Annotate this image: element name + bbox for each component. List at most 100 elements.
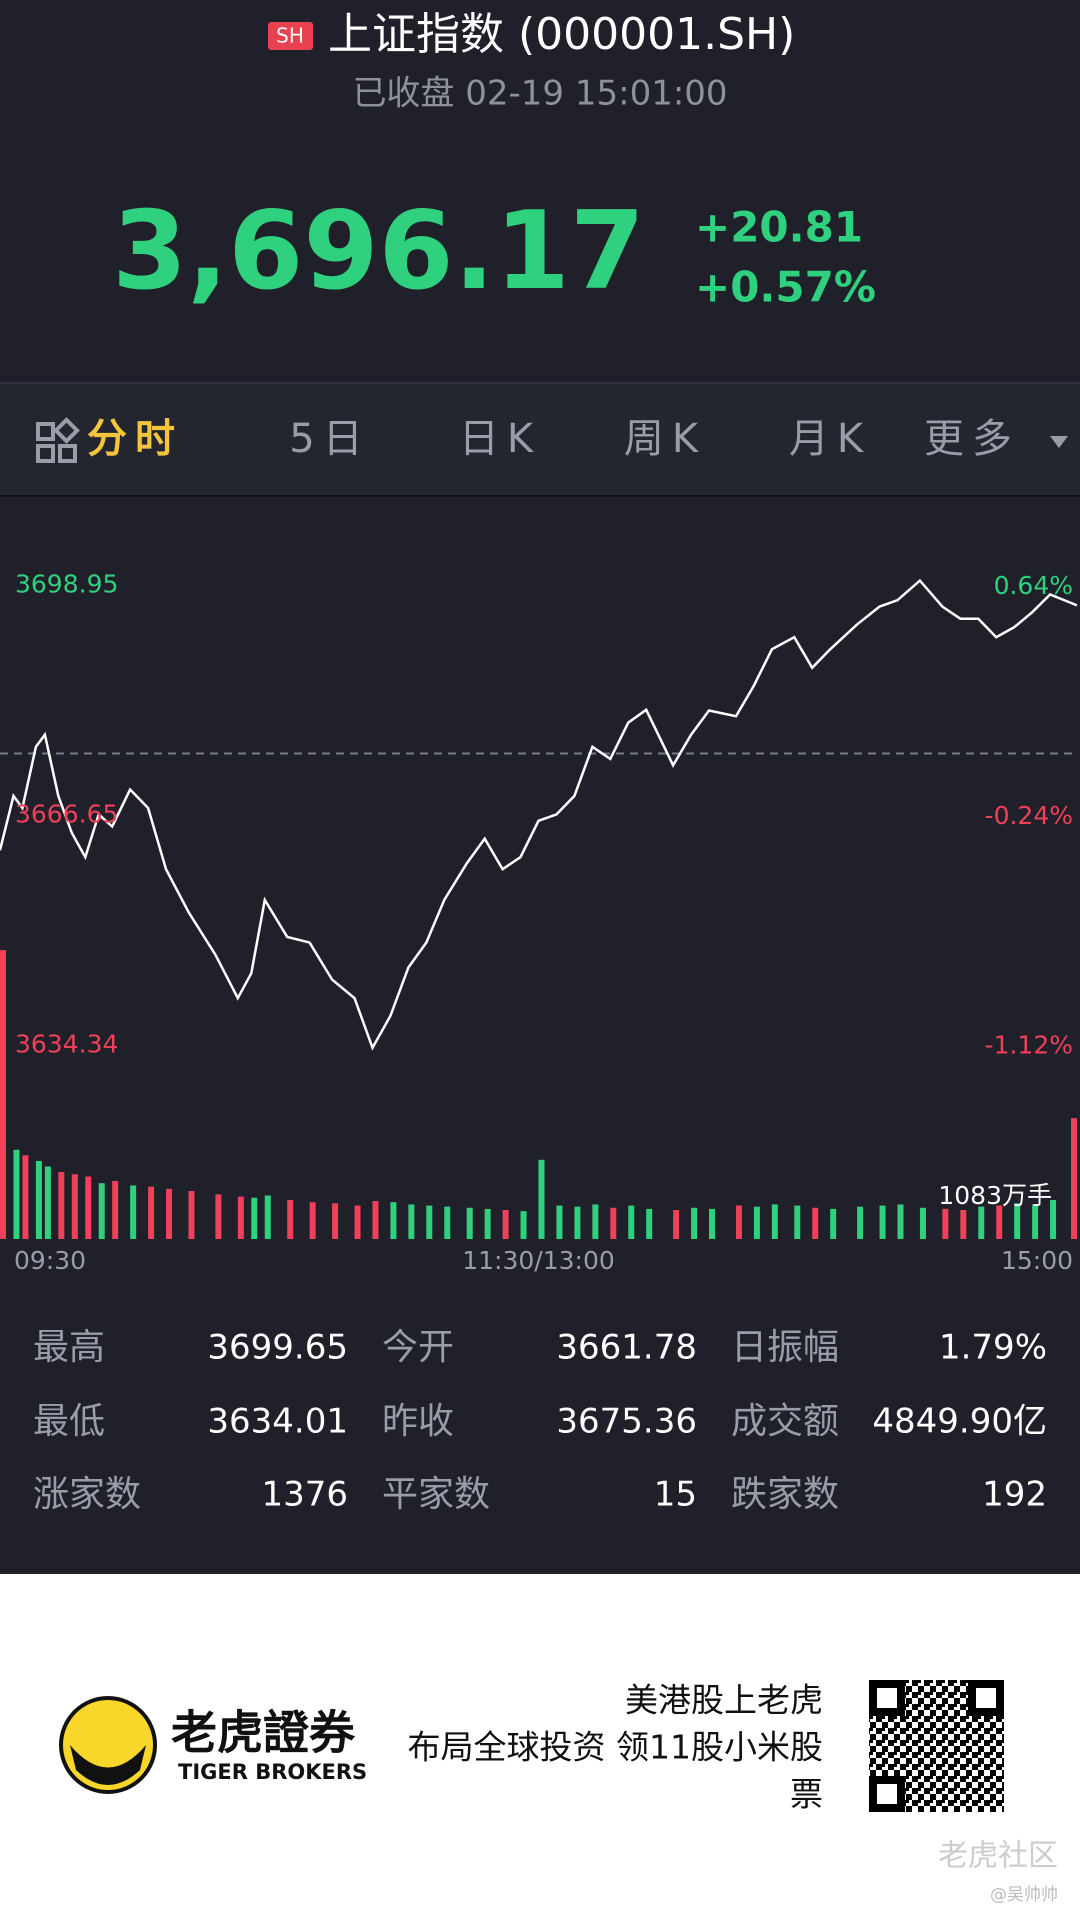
stat-label: 涨家数 [33,1474,141,1515]
tab-bar [0,384,1080,496]
volume-bar [148,1186,155,1239]
subtitle: 已收盘 02-19 15:01:00 [352,74,727,114]
stat-value: 3634.01 [207,1402,348,1442]
tab[interactable]: 周K [624,416,706,462]
title: 上证指数 (000001.SH) [328,9,795,60]
volume-bar [98,1183,105,1239]
volume-bar [130,1185,137,1239]
dark-bg [0,0,1080,1574]
stat-value: 15 [654,1475,697,1515]
volume-bar [502,1210,509,1239]
tab[interactable]: 更多 [924,416,1020,462]
volume-bar [812,1207,819,1239]
y2-tick-label: -1.12% [985,1031,1073,1060]
stat-label: 最低 [33,1401,105,1442]
grid-icon[interactable] [36,417,80,463]
price: 3,696.17 [112,189,645,314]
tab[interactable]: 5日 [289,416,370,462]
volume-bar [1050,1199,1057,1239]
brand-en: TIGER BROKERS [178,1760,367,1784]
volume-bar [372,1201,379,1239]
volume-label: 1083万手 [938,1181,1052,1210]
volume-bar [879,1205,886,1239]
volume-bar [287,1199,294,1239]
logo-mark [70,1745,146,1785]
stat-value: 1376 [261,1475,348,1515]
price-line [0,578,1078,1051]
volume-bar [44,1166,51,1239]
volume-bar [794,1205,801,1239]
volume-bar [0,950,6,1239]
badge [268,22,313,50]
volume-bar [1014,1203,1021,1239]
volume-bar [264,1195,271,1239]
volume-bar [942,1208,949,1239]
volume-bar [35,1160,42,1239]
volume-bar [753,1206,760,1239]
qr-finders [869,1680,1004,1812]
volume-bar [771,1204,778,1239]
volume-bar [444,1206,451,1239]
author: @吴帅帅 [990,1885,1058,1905]
stat-value: 192 [982,1475,1047,1515]
volume-bar [85,1176,92,1239]
volume-bar [484,1208,491,1239]
stat-label: 昨收 [382,1401,454,1442]
volume-bar [673,1210,680,1239]
x-tick-label: 11:30/13:00 [462,1246,615,1275]
volume-bar [466,1207,473,1239]
volume-bar [188,1191,195,1239]
volume-bar [574,1206,581,1239]
change: +20.81 [695,203,863,252]
tab[interactable]: 日K [459,416,541,462]
change-pct: +0.57% [695,263,876,312]
ad-line: 票 [790,1775,823,1814]
volume-bar [646,1208,653,1239]
y-tick-label: 3666.65 [15,800,118,829]
stat-value: 3661.78 [556,1328,697,1368]
volume-bar [610,1207,617,1239]
volume-bar [237,1196,244,1239]
volume-bar [628,1205,635,1239]
stat-value: 4849.90亿 [872,1402,1047,1442]
volume-bar [978,1206,985,1239]
volume-bar [735,1205,742,1239]
volume-bar [830,1208,837,1239]
stat-label: 平家数 [382,1474,490,1515]
y2-tick-label: -0.24% [985,801,1073,830]
y-tick-label: 3634.34 [15,1029,118,1058]
dropdown-arrow[interactable] [1050,436,1068,448]
volume-bar [58,1172,65,1239]
tab[interactable]: 月K [789,416,871,462]
stat-label: 今开 [382,1327,454,1368]
volume-bar [408,1204,415,1239]
stat-label: 成交额 [731,1401,839,1442]
volume-bar [897,1204,904,1239]
volume-bar [857,1206,864,1239]
volume-bar [251,1197,258,1239]
y-tick-label: 3698.95 [15,570,118,599]
ad-line: 布局全球投资 领11股小米股 [408,1728,823,1767]
stat-value: 3699.65 [207,1328,348,1368]
stat-value: 3675.36 [556,1402,697,1442]
volume-bar [960,1210,967,1239]
stat-label: 跌家数 [731,1474,839,1515]
stat-value: 1.79% [939,1328,1047,1368]
volume-bar [309,1202,316,1239]
volume-bar [538,1159,545,1239]
volume-bar [1071,1118,1077,1239]
volume-bar [354,1205,361,1239]
volume-bar [22,1155,29,1239]
y2-tick-label: 0.64% [994,571,1073,600]
badge-text: SH [276,24,304,48]
x-tick-label: 15:00 [1001,1246,1073,1275]
volume-bar [13,1149,20,1239]
volume-bar [166,1188,173,1239]
volume-bar [426,1205,433,1239]
tab[interactable]: 分时 [87,416,183,462]
volume-bar [332,1203,339,1239]
volume-bar [520,1211,527,1239]
volume-bar [919,1207,926,1239]
